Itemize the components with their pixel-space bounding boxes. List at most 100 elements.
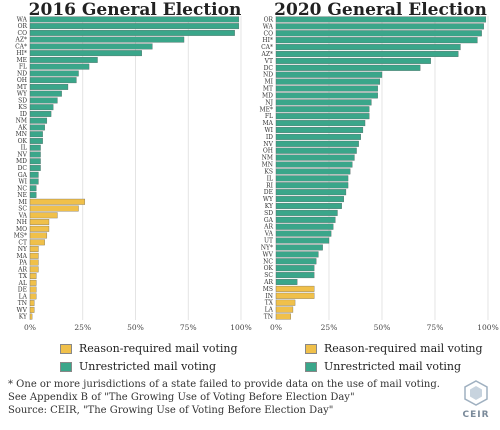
bar-nv [29, 151, 41, 158]
bar-sd [29, 97, 58, 104]
x-tick-label: 50% [374, 323, 391, 332]
chart-panel-0: 0% 25% 50% 75% 100% WAORCOAZ*CA*HI*MEFLNDOHMT… [14, 16, 252, 332]
state-label: MI [264, 79, 273, 86]
x-tick-label: 0% [24, 323, 36, 332]
bar-ky [275, 203, 342, 209]
state-label: OR [264, 16, 274, 23]
state-label: VA [18, 212, 28, 219]
bar-la [275, 306, 294, 313]
x-tick-label: 50% [127, 323, 144, 332]
bar-ks [275, 168, 351, 175]
bar-sd [275, 209, 338, 216]
chart-title-2020: 2020 General Election [274, 0, 487, 20]
legend-2020: Reason-required mail voting Unrestricted… [305, 342, 483, 373]
state-label: GA [18, 172, 28, 179]
state-label: KY [265, 203, 274, 210]
state-label: CT [18, 239, 27, 246]
bar-de [29, 286, 37, 293]
bar-wa [29, 16, 240, 23]
state-label: TN [264, 314, 273, 321]
bar-wi [275, 127, 364, 133]
state-label: MT [17, 84, 27, 91]
bar-me [275, 106, 370, 113]
state-label: MA [17, 253, 28, 260]
bar-wv [275, 251, 319, 258]
state-label: DC [18, 165, 28, 172]
state-label: AR [17, 266, 27, 273]
bar-il [29, 144, 41, 151]
state-label: MD [16, 158, 27, 165]
bar-ky [29, 313, 33, 320]
legend-swatch-reason-required [305, 343, 317, 354]
bar-nv [275, 140, 359, 147]
bar-al [29, 279, 37, 286]
state-label: TX [19, 273, 28, 280]
state-label: WY [263, 196, 274, 203]
bar-dc [275, 64, 421, 71]
state-label: DC [264, 65, 274, 72]
state-label: PA [19, 260, 27, 267]
bar-ok [29, 138, 43, 144]
bar-ne [29, 192, 37, 198]
state-label: CA* [261, 44, 273, 51]
state-label: MN [262, 162, 273, 169]
bar-oh [275, 147, 357, 154]
state-label: IN [265, 293, 273, 300]
x-tick-label: 100% [230, 323, 251, 332]
state-label: WV [263, 251, 274, 258]
ceir-logo-text: CEIR [462, 410, 490, 420]
bar-ks [29, 104, 54, 111]
state-label: AK [17, 124, 27, 131]
bar-de [275, 189, 347, 196]
state-label: ND [263, 72, 273, 79]
legend-2016: Reason-required mail voting Unrestricted… [60, 342, 238, 373]
legend-swatch-unrestricted [60, 361, 72, 372]
bar-or [29, 23, 240, 30]
bar-nj [275, 99, 372, 106]
bar-ga [275, 216, 336, 223]
bar-wi [29, 178, 39, 185]
chart-title-2016: 2016 General Election [28, 0, 242, 20]
bar-mn [29, 131, 43, 138]
state-label: CO [17, 30, 27, 37]
state-label: OH [263, 148, 273, 155]
state-label: CO [263, 30, 273, 37]
state-label: AZ* [14, 37, 27, 44]
bar-ms [29, 232, 48, 239]
bar-nc [29, 185, 37, 192]
legend-item-reason-required: Reason-required mail voting [305, 342, 483, 355]
state-label: MT [263, 86, 273, 93]
state-label: HI* [262, 37, 273, 44]
state-label: ND [17, 70, 27, 77]
bar-pa [29, 259, 39, 266]
bar-ut [275, 237, 330, 244]
bar-az [275, 51, 459, 57]
state-label: AL [18, 280, 27, 287]
bar-ok [275, 265, 315, 272]
state-label: MD [262, 92, 273, 99]
footnote-asterisk: * One or more jurisdictions of a state f… [8, 379, 440, 390]
state-label: NV [17, 151, 27, 158]
state-label: MS [263, 286, 273, 293]
state-label: NC [263, 258, 273, 265]
bar-la [29, 293, 37, 300]
state-label: OK [18, 138, 28, 145]
state-label: NE [17, 192, 27, 199]
bar-tn [275, 313, 291, 320]
legend-label-reason-required: Reason-required mail voting [324, 342, 483, 355]
state-label: IL [21, 145, 27, 152]
bar-hi [29, 50, 142, 57]
bar-ct [29, 239, 45, 246]
state-label: UT [264, 238, 273, 245]
bar-nh [29, 219, 50, 225]
x-tick-label: 25% [321, 323, 338, 332]
bar-fl [29, 63, 90, 70]
bar-nm [275, 154, 355, 161]
state-label: MI [18, 199, 27, 206]
bar-va [275, 230, 332, 237]
bar-dc [29, 165, 41, 171]
x-tick-label: 25% [74, 323, 91, 332]
state-label: MN [16, 131, 27, 138]
bar-nd [275, 71, 383, 78]
legend-label-unrestricted: Unrestricted mail voting [324, 360, 462, 373]
